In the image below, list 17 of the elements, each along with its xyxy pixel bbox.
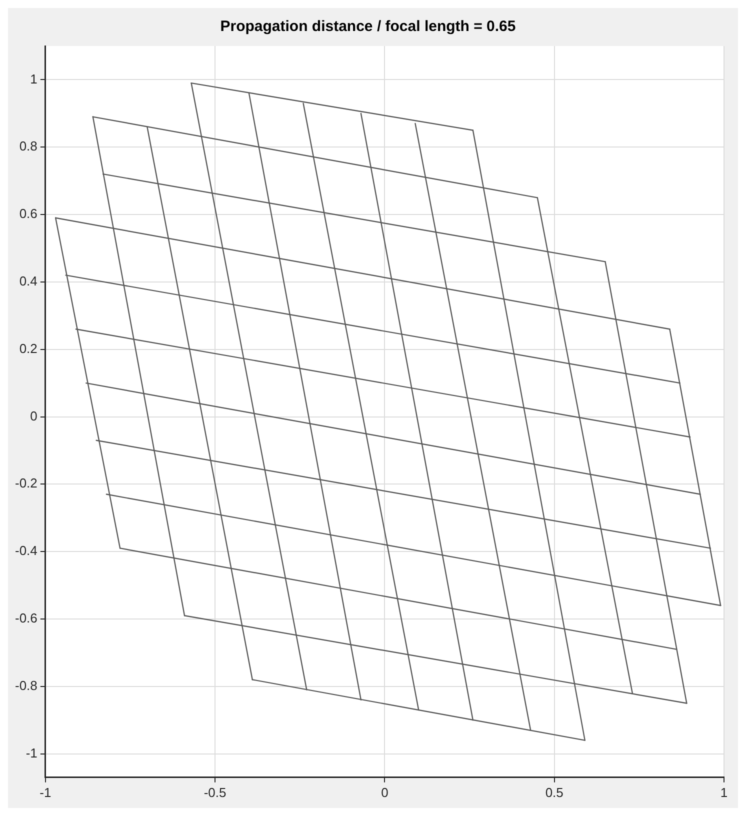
y-tick-label: 0.2 — [19, 340, 38, 356]
x-tick-label: -1 — [40, 784, 52, 800]
y-tick-label: -0.4 — [14, 543, 38, 558]
y-tick-label: -0.6 — [14, 610, 38, 626]
x-tick-label: 1 — [720, 784, 728, 800]
y-tick-label: 0.8 — [19, 138, 38, 154]
y-tick-label: 0.4 — [19, 274, 38, 289]
y-tick-label: -1 — [26, 745, 38, 760]
y-tick-label: 0.6 — [19, 206, 38, 222]
y-tick-label: 0 — [30, 408, 38, 424]
y-tick-label: 1 — [30, 71, 38, 86]
y-tick-label: -0.2 — [14, 476, 38, 491]
y-tick-label: -0.8 — [14, 678, 38, 693]
x-tick-label: 0.5 — [545, 784, 564, 800]
x-tick-label: 0 — [381, 784, 388, 800]
x-tick-label: -0.5 — [204, 784, 226, 800]
chart-title: Propagation distance / focal length = 0.65 — [220, 18, 516, 36]
